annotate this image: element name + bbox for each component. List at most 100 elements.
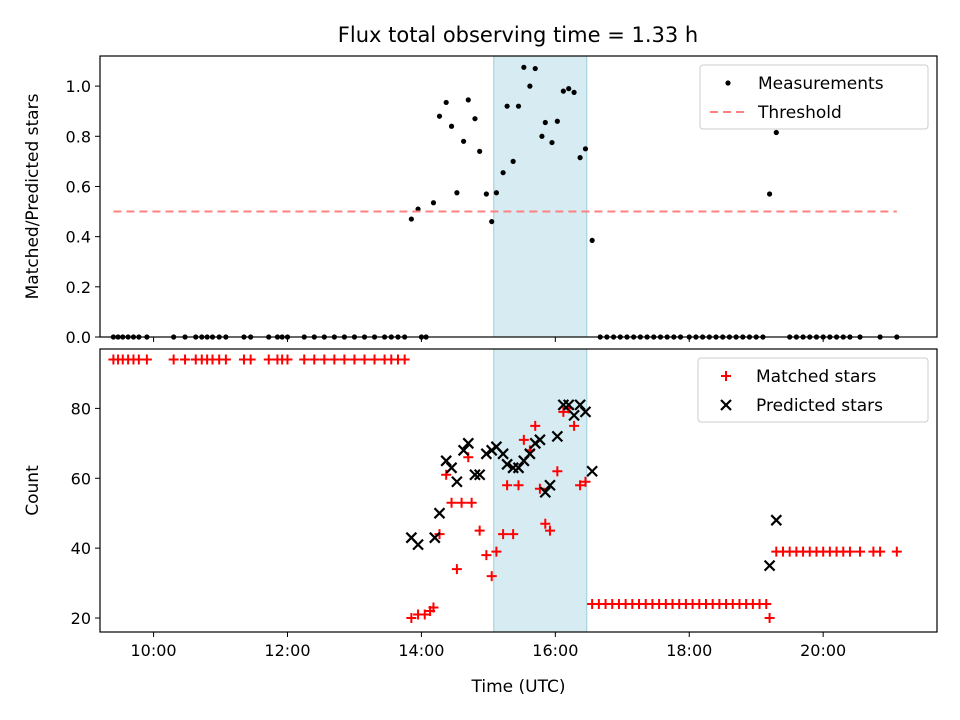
data-point [319, 354, 330, 365]
data-point [465, 97, 471, 103]
data-point [454, 190, 460, 196]
data-point [569, 420, 580, 431]
data-point [542, 119, 548, 126]
legend-label: Predicted stars [756, 396, 883, 416]
data-point [575, 480, 586, 491]
y-axis-ticks: 20 40 60 80 [71, 399, 100, 628]
data-point [412, 538, 424, 551]
data-point [180, 354, 191, 365]
legend-swatch [725, 80, 731, 86]
y-tick-label: 0.8 [66, 127, 91, 146]
data-point [443, 99, 449, 106]
data-point [539, 133, 545, 139]
y-tick-label: 0.6 [66, 177, 91, 196]
plot-frame [99, 55, 938, 338]
y-tick-label: 60 [71, 469, 91, 488]
data-point [577, 155, 583, 161]
data-point [589, 237, 595, 244]
data-point [477, 148, 483, 154]
y-axis-ticks: 0.0 0.2 0.4 0.6 0.8 1.0 [66, 77, 100, 347]
data-point [761, 599, 772, 610]
data-point [446, 497, 457, 508]
data-point [770, 514, 783, 526]
data-point [498, 529, 509, 540]
data-point [502, 480, 513, 491]
data-point [513, 480, 524, 491]
data-point [489, 218, 495, 225]
data-point [512, 462, 525, 474]
legend-swatch [720, 399, 732, 411]
data-point [299, 354, 310, 365]
y-tick-label: 80 [71, 399, 91, 418]
data-point [582, 146, 589, 152]
data-point [430, 200, 437, 206]
x-axis-label: Time (UTC) [471, 677, 566, 697]
x-tick-label: 20:00 [800, 641, 846, 660]
data-point [415, 206, 421, 212]
legend: Measurements Threshold [699, 64, 929, 130]
y-tick-label: 20 [71, 609, 91, 628]
data-point [349, 354, 360, 365]
data-point [571, 89, 577, 95]
data-point [891, 546, 902, 557]
ratio-panel: 0.0 0.2 0.4 0.6 0.8 1.0 Matched/Predicted sta… [23, 55, 938, 347]
data-point [451, 564, 462, 575]
data-point [419, 609, 430, 620]
data-point [441, 469, 452, 480]
data-point [504, 103, 510, 109]
data-point [451, 475, 463, 488]
data-point [566, 86, 572, 92]
observing-window-band [493, 55, 588, 338]
plot-frame [99, 348, 938, 633]
data-point [579, 406, 592, 418]
data-point [428, 602, 439, 613]
y-axis-label: Count [23, 465, 43, 516]
data-point [527, 83, 533, 89]
data-point [436, 113, 443, 119]
data-point [544, 525, 555, 536]
data-point [574, 399, 586, 411]
data-point [580, 476, 591, 487]
data-point [544, 479, 556, 492]
data-point [339, 354, 350, 365]
data-point [767, 191, 773, 197]
data-point [466, 497, 477, 508]
data-point [521, 64, 527, 70]
data-point [448, 123, 455, 129]
data-point [562, 399, 575, 411]
data-point [532, 65, 538, 72]
legend-box [697, 357, 929, 423]
data-point [508, 529, 519, 540]
data-point [763, 559, 776, 572]
data-point [141, 354, 152, 365]
data-point [480, 448, 493, 460]
data-point [560, 88, 566, 94]
y-axis-label: Matched/Predicted stars [23, 93, 43, 299]
data-point [510, 158, 516, 164]
data-point [539, 486, 552, 499]
data-point [540, 518, 551, 529]
data-point [773, 129, 779, 136]
data-point [399, 354, 410, 365]
data-point [764, 613, 775, 624]
data-point [530, 420, 541, 431]
data-point [408, 216, 414, 222]
data-point [474, 525, 485, 536]
data-point [558, 406, 569, 417]
x-tick-label: 18:00 [666, 641, 712, 660]
data-point [445, 462, 458, 474]
data-point [586, 465, 598, 478]
data-point [433, 507, 446, 519]
data-point [329, 354, 340, 365]
data-point [469, 469, 481, 481]
data-point [486, 571, 497, 582]
data-point [554, 118, 560, 124]
data-point [549, 139, 555, 146]
data-point [406, 613, 417, 624]
data-point [518, 434, 529, 445]
data-point [473, 469, 486, 481]
data-point [500, 170, 506, 176]
data-point [497, 448, 509, 460]
